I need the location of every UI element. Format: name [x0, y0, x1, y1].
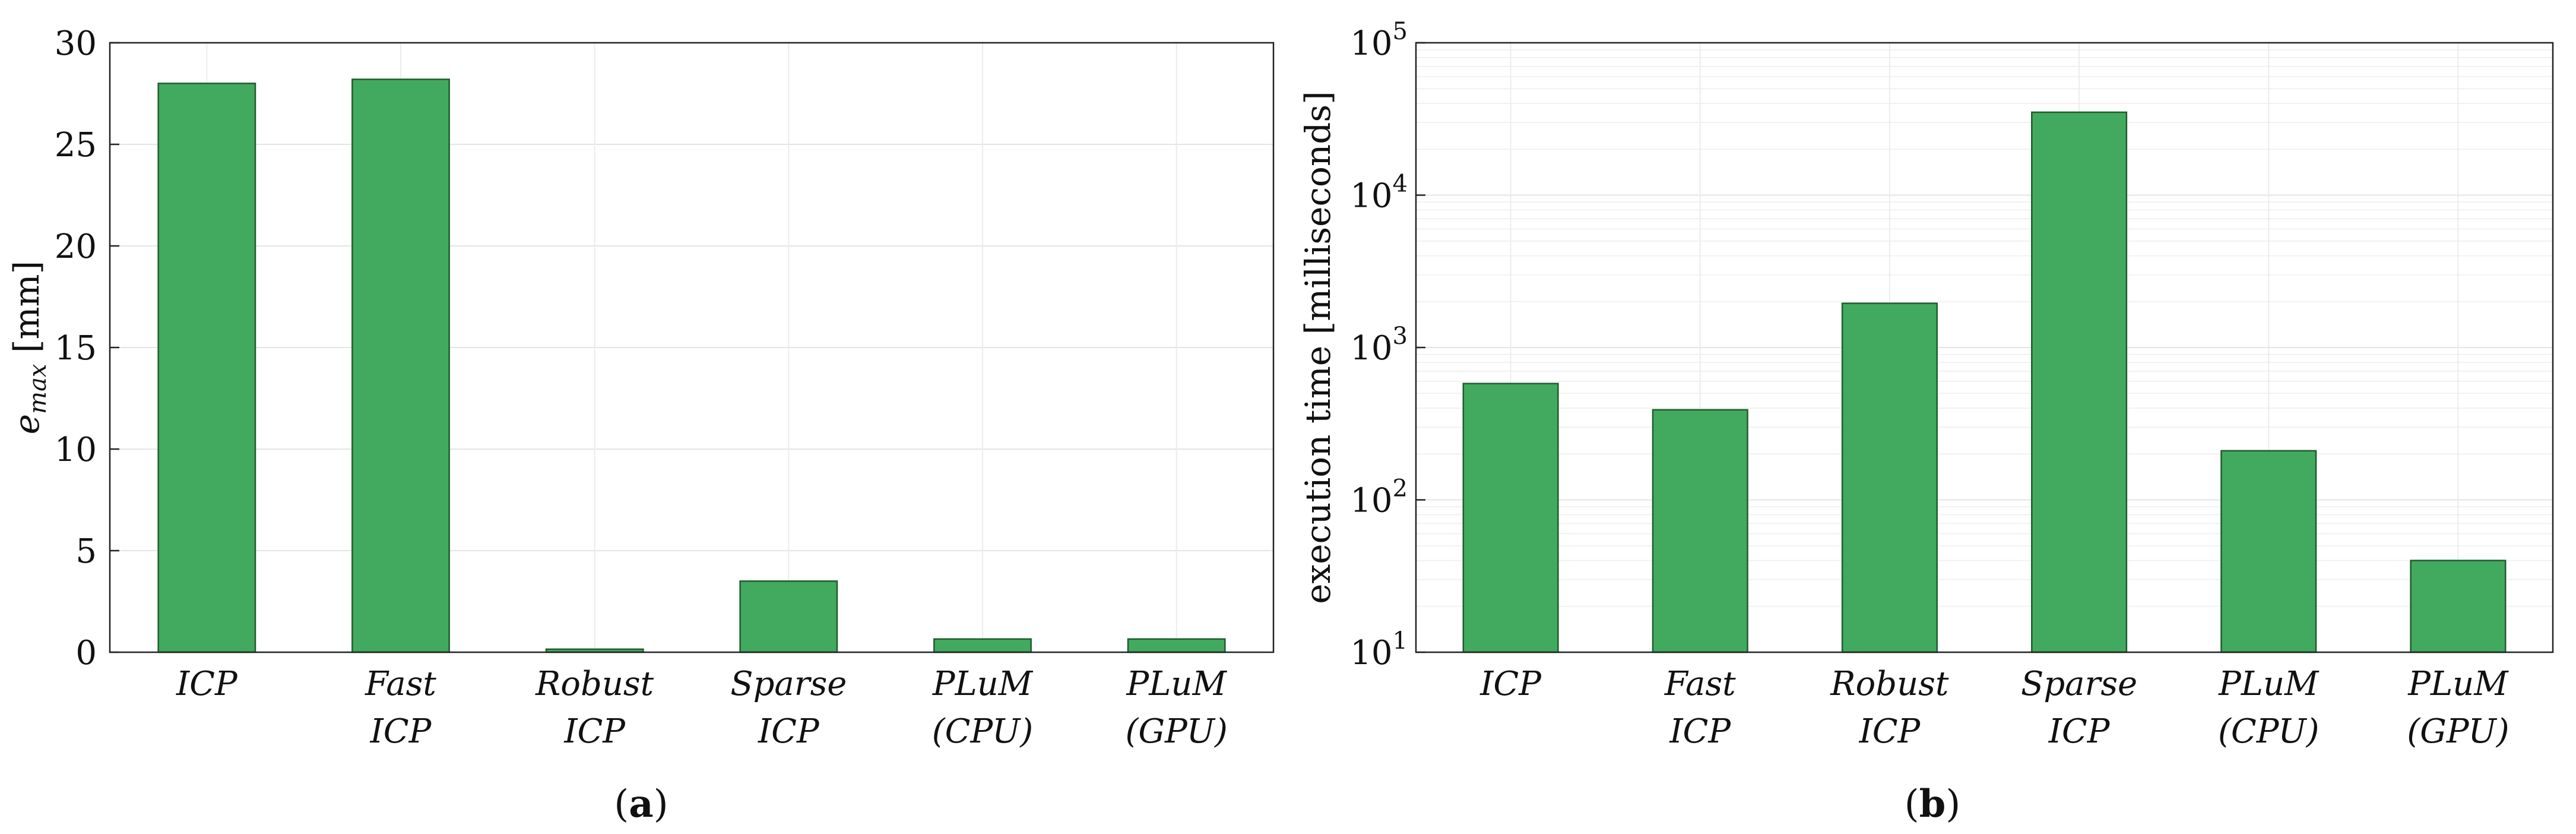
panel-label: (b) — [1905, 782, 1961, 826]
bar — [157, 83, 256, 653]
bar — [2031, 111, 2128, 653]
bar — [1462, 383, 1559, 653]
bar — [2220, 450, 2317, 653]
y-tick-label: 0 — [75, 634, 97, 672]
x-tick-label: Sparse — [730, 665, 847, 703]
x-tick-label: PLuM — [932, 665, 1034, 703]
y-tick-label: 20 — [55, 228, 97, 266]
y-tick-label: 5 — [75, 532, 97, 571]
y-axis-label: execution time [milliseconds] — [1298, 91, 1338, 604]
bar — [1127, 638, 1226, 653]
y-tick-label: 105 — [1350, 18, 1408, 63]
x-tick-label: PLuM — [2218, 665, 2320, 703]
x-tick-label: ICP — [176, 665, 238, 703]
y-tick-label: 25 — [55, 126, 97, 165]
x-tick-label: ICP — [370, 712, 432, 751]
x-tick-label: ICP — [2048, 712, 2111, 751]
y-tick-label: 15 — [55, 329, 97, 368]
x-tick-label: Fast — [1664, 665, 1736, 703]
x-tick-label: (CPU) — [2218, 712, 2319, 751]
x-tick-label: Sparse — [2021, 665, 2137, 703]
bar — [1841, 302, 1938, 653]
x-tick-label: ICP — [563, 712, 626, 751]
y-tick-label: 104 — [1350, 170, 1408, 216]
y-tick-label: 102 — [1350, 475, 1408, 520]
bar — [1652, 409, 1748, 653]
x-tick-label: PLuM — [2407, 665, 2509, 703]
y-axis-label: emax [mm] — [7, 261, 52, 434]
x-tick-label: PLuM — [1126, 665, 1228, 703]
x-tick-label: Robust — [535, 665, 654, 703]
chart-a: 0 5 10 15 20 25 30 ICP Fast ICP Robust ICP Sparse ICP… — [7, 24, 1275, 826]
bar — [739, 580, 838, 653]
x-tick-label: (GPU) — [1126, 712, 1228, 751]
panel-label: (a) — [614, 782, 668, 826]
x-tick-label: ICP — [1859, 712, 1921, 751]
chart-b: 101 102 103 104 105 ICP Fast ICP Robust ICP Sparse… — [1298, 18, 2554, 826]
y-tick-label: 30 — [55, 24, 97, 63]
y-tick-label: 101 — [1350, 627, 1408, 672]
y-tick-label: 10 — [55, 431, 97, 469]
y-tick-label: 103 — [1350, 323, 1408, 368]
x-tick-label: Fast — [365, 665, 436, 703]
bar — [351, 78, 450, 653]
x-tick-label: Robust — [1830, 665, 1949, 703]
x-tick-label: ICP — [1479, 665, 1542, 703]
x-tick-label: (CPU) — [932, 712, 1033, 751]
x-tick-label: ICP — [758, 712, 820, 751]
x-tick-label: ICP — [1669, 712, 1731, 751]
x-tick-label: (GPU) — [2407, 712, 2509, 751]
bar — [2410, 560, 2507, 653]
bar — [933, 638, 1032, 653]
